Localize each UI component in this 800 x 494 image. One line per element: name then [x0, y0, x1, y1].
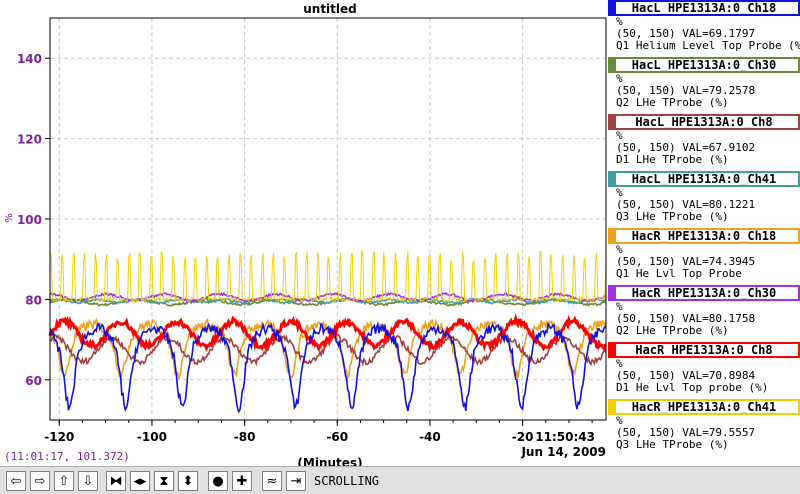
legend-channel-name[interactable]: HacL_HPE1313A:0_Ch18 [608, 0, 800, 16]
legend-color-swatch [610, 59, 616, 71]
legend-unit: % [616, 243, 623, 256]
autoscale-button[interactable]: ≈ [262, 471, 282, 491]
x-tick-label: -60 [326, 430, 348, 444]
chart-title: untitled [303, 2, 357, 16]
scroll-down-button[interactable]: ⇩ [78, 471, 98, 491]
legend-color-swatch [610, 230, 616, 242]
zoom-in-button[interactable]: ✚ [232, 471, 252, 491]
legend-desc: D1 LHe TProbe (%) [616, 153, 729, 166]
legend-color-swatch [610, 2, 616, 14]
legend-val: (50, 150) VAL=67.9102 [616, 141, 756, 154]
compress-horizontal-button[interactable]: ⧓ [106, 471, 126, 491]
series-line-6 [48, 313, 607, 354]
legend-desc: Q1 Helium Level Top Probe (%) [616, 39, 800, 52]
legend-channel-name[interactable]: HacL_HPE1313A:0_Ch8 [608, 114, 800, 130]
x-tick-label: -120 [44, 430, 74, 444]
legend-entry: HacR_HPE1313A:0_Ch30% (50, 150) VAL=80.17… [608, 285, 800, 337]
series-line-0 [49, 321, 606, 414]
legend-desc: Q3 LHe TProbe (%) [616, 438, 729, 451]
time-label: 11:50:43 [535, 430, 595, 444]
x-axis: -120 -100 -80 -60 -40 -20 [44, 420, 593, 444]
legend-val: (50, 150) VAL=79.5557 [616, 426, 756, 439]
legend-entry: HacR_HPE1313A:0_Ch8% (50, 150) VAL=70.898… [608, 342, 800, 394]
legend-color-swatch [610, 344, 616, 356]
legend-channel-name[interactable]: HacR_HPE1313A:0_Ch30 [608, 285, 800, 301]
x-tick-label: -100 [137, 430, 167, 444]
x-tick-label: -80 [234, 430, 256, 444]
x-tick-label: -40 [419, 430, 441, 444]
legend-unit: % [616, 72, 623, 85]
legend-entry: HacL_HPE1313A:0_Ch41% (50, 150) VAL=80.12… [608, 171, 800, 223]
toolbar: SCROLLING ⇦ ⇨ ⇧ ⇩ ⧓ ◂▸ ⧗ ⬍ ● ✚ ≈ ⇥ [0, 466, 800, 494]
legend-desc: Q3 LHe TProbe (%) [616, 210, 729, 223]
legend-val: (50, 150) VAL=79.2578 [616, 84, 756, 97]
legend-desc: D1 He Lvl Top probe (%) [616, 381, 769, 394]
legend-entry: HacR_HPE1313A:0_Ch41% (50, 150) VAL=79.55… [608, 399, 800, 451]
legend-color-swatch [610, 401, 616, 413]
legend-desc: Q1 He Lvl Top Probe [616, 267, 742, 280]
scroll-left-button[interactable]: ⇦ [6, 471, 26, 491]
y-axis-label: % [4, 213, 15, 223]
series-layer [48, 249, 607, 414]
legend-desc: Q2 LHe TProbe (%) [616, 96, 729, 109]
y-tick-label: 120 [17, 133, 42, 147]
legend-channel-name[interactable]: HacL_HPE1313A:0_Ch30 [608, 57, 800, 73]
legend-channel-name[interactable]: HacR_HPE1313A:0_Ch41 [608, 399, 800, 415]
legend-entry: HacR_HPE1313A:0_Ch18% (50, 150) VAL=74.39… [608, 228, 800, 280]
series-line-7 [49, 249, 607, 304]
expand-vertical-button[interactable]: ⬍ [178, 471, 198, 491]
legend-entry: HacL_HPE1313A:0_Ch30% (50, 150) VAL=79.25… [608, 57, 800, 109]
legend-entry: HacL_HPE1313A:0_Ch8% (50, 150) VAL=67.910… [608, 114, 800, 166]
scroll-to-end-button[interactable]: ⇥ [286, 471, 306, 491]
y-tick-label: 100 [17, 213, 42, 227]
scroll-right-button[interactable]: ⇨ [30, 471, 50, 491]
series-line-2 [49, 331, 607, 367]
legend-desc: Q2 LHe TProbe (%) [616, 324, 729, 337]
y-tick-label: 80 [25, 293, 42, 307]
legend-entry: HacL_HPE1313A:0_Ch18% (50, 150) VAL=69.17… [608, 0, 800, 52]
legend-unit: % [616, 300, 623, 313]
legend-unit: % [616, 15, 623, 28]
legend-unit: % [616, 129, 623, 142]
mode-label: SCROLLING [314, 474, 380, 488]
legend-channel-name[interactable]: HacR_HPE1313A:0_Ch8 [608, 342, 800, 358]
legend-unit: % [616, 357, 623, 370]
legend-channel-name[interactable]: HacL_HPE1313A:0_Ch41 [608, 171, 800, 187]
legend-color-swatch [610, 173, 616, 185]
date-label: Jun 14, 2009 [520, 445, 606, 459]
legend-val: (50, 150) VAL=70.8984 [616, 369, 756, 382]
compress-vertical-button[interactable]: ⧗ [154, 471, 174, 491]
legend-unit: % [616, 186, 623, 199]
y-tick-label: 60 [25, 374, 42, 388]
scroll-up-button[interactable]: ⇧ [54, 471, 74, 491]
legend-color-swatch [610, 116, 616, 128]
expand-horizontal-button[interactable]: ◂▸ [130, 471, 150, 491]
y-axis: 60 80 100 120 140 [17, 52, 50, 388]
zoom-out-button[interactable]: ● [208, 471, 228, 491]
legend-val: (50, 150) VAL=80.1221 [616, 198, 756, 211]
legend-channel-name[interactable]: HacR_HPE1313A:0_Ch18 [608, 228, 800, 244]
cursor-coordinates: (11:01:17, 101.372) [4, 450, 130, 463]
legend-unit: % [616, 414, 623, 427]
y-tick-label: 140 [17, 52, 42, 66]
legend-val: (50, 150) VAL=80.1758 [616, 312, 756, 325]
grid-lines [50, 18, 606, 420]
x-tick-label: -20 [512, 430, 534, 444]
legend-val: (50, 150) VAL=69.1797 [616, 27, 756, 40]
legend-color-swatch [610, 287, 616, 299]
legend-val: (50, 150) VAL=74.3945 [616, 255, 756, 268]
